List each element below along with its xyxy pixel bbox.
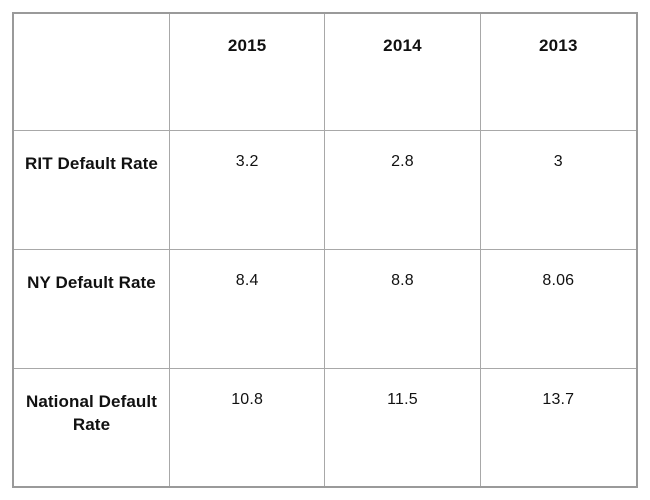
header-cell-2013: 2013: [480, 14, 636, 131]
value-national-2015: 10.8: [170, 369, 326, 486]
header-cell-2015: 2015: [170, 14, 326, 131]
value-rit-2014: 2.8: [325, 131, 481, 250]
corner-cell: [14, 14, 170, 131]
row-label-ny: NY Default Rate: [14, 250, 170, 369]
default-rate-table: 2015 2014 2013 RIT Default Rate 3.2 2.8 …: [12, 12, 638, 488]
table-grid: 2015 2014 2013 RIT Default Rate 3.2 2.8 …: [14, 14, 636, 486]
value-national-2013: 13.7: [542, 391, 575, 408]
value-national-2014: 11.5: [325, 369, 481, 486]
value-rit-2013: 3: [480, 131, 636, 250]
value-ny-2013: 8.06: [480, 250, 636, 369]
header-cell-2014: 2014: [325, 14, 481, 131]
value-ny-2015: 8.4: [170, 250, 326, 369]
value-ny-2014: 8.8: [325, 250, 481, 369]
value-rit-2015: 3.2: [170, 131, 326, 250]
row-label-national: National Default Rate: [14, 369, 170, 486]
row-label-rit: RIT Default Rate: [14, 131, 170, 250]
